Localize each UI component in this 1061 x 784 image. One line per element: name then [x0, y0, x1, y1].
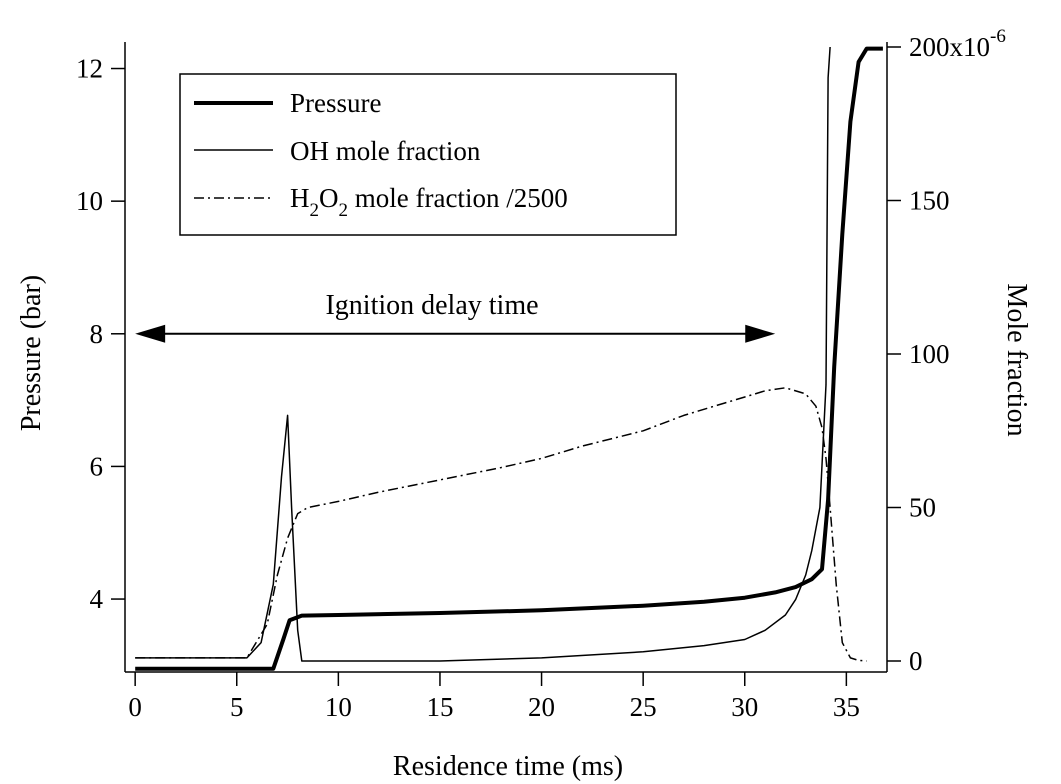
series-layer: [135, 46, 883, 671]
y-right-tick-exponent: -6: [990, 26, 1006, 47]
y-right-tick-label: 200x10-6: [909, 26, 1006, 62]
y-right-tick-label: 150: [909, 186, 950, 216]
h2o2-h: H: [290, 183, 310, 213]
x-tick-label: 30: [731, 692, 758, 722]
y-left-tick-label: 4: [90, 584, 104, 614]
legend: Pressure OH mole fraction H2O2 mole frac…: [179, 73, 677, 236]
x-tick-label: 20: [528, 692, 555, 722]
x-tick-label: 15: [426, 692, 453, 722]
h2o2-sub2: 2: [339, 200, 349, 221]
y-right-axis: 0 50 100 150 200x10-6: [887, 26, 1006, 676]
ignition-delay-annotation: Ignition delay time: [135, 286, 776, 343]
y-left-tick-label: 6: [90, 451, 104, 481]
y-left-axis: 4 6 8 10 12: [76, 54, 125, 614]
arrow-left-head: [135, 324, 166, 343]
series-pressure-line: [135, 46, 883, 671]
x-axis-title: Residence time (ms): [393, 751, 623, 782]
x-axis: 0 5 10 15 20 25 30 35: [128, 672, 860, 722]
legend-label-oh: OH mole fraction: [290, 136, 481, 166]
legend-box: [179, 73, 677, 236]
y-left-axis-title: Pressure (bar): [16, 275, 47, 431]
y-right-tick-label: 0: [909, 646, 923, 676]
ignition-delay-label: Ignition delay time: [325, 290, 538, 321]
y-left-tick-label: 8: [90, 319, 104, 349]
series-h2o2-line: [135, 387, 867, 662]
x-tick-label: 35: [833, 692, 860, 722]
y-right-tick-label: 50: [909, 493, 936, 523]
legend-label-h2o2: H2O2 mole fraction /2500: [290, 183, 568, 221]
h2o2-suffix: mole fraction /2500: [348, 183, 568, 213]
x-tick-label: 0: [128, 692, 142, 722]
ignition-delay-label-bg: [290, 286, 572, 322]
y-left-tick-label: 10: [76, 186, 103, 216]
y-right-axis-title: Mole fraction: [1001, 283, 1032, 436]
series-oh-line: [135, 46, 831, 662]
x-tick-label: 25: [630, 692, 657, 722]
y-right-tick-label: 100: [909, 339, 950, 369]
h2o2-sub1: 2: [310, 200, 320, 221]
x-tick-label: 10: [325, 692, 352, 722]
y-left-tick-label: 12: [76, 54, 103, 84]
legend-label-pressure: Pressure: [290, 88, 381, 118]
x-tick-label: 5: [230, 692, 244, 722]
arrow-right-head: [745, 324, 776, 343]
plot-frame: [124, 42, 888, 673]
h2o2-o: O: [319, 183, 339, 213]
